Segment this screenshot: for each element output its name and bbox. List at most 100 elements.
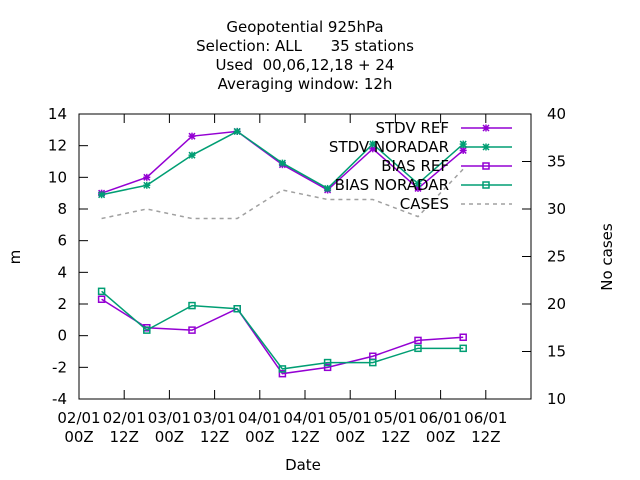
square-marker bbox=[459, 333, 467, 341]
marker-stroke bbox=[459, 146, 467, 154]
marker-stroke bbox=[369, 140, 377, 148]
chart-title: Geopotential 925hPa Selection: ALL 35 st… bbox=[196, 18, 414, 93]
legend-label: STDV REF bbox=[375, 119, 449, 137]
plot-frame bbox=[78, 113, 532, 400]
x-tick-label-hour: 12Z bbox=[381, 428, 410, 446]
legend-label: BIAS NORADAR bbox=[335, 176, 449, 194]
square-marker bbox=[188, 326, 196, 334]
series-bias-ref bbox=[97, 295, 467, 378]
star-marker bbox=[188, 132, 196, 140]
y-tick-label: -4 bbox=[52, 390, 67, 408]
square-marker bbox=[369, 358, 377, 367]
square-marker bbox=[97, 287, 106, 296]
y2-tick-label: 30 bbox=[547, 200, 566, 218]
legend-label: BIAS REF bbox=[381, 157, 449, 175]
star-marker bbox=[482, 143, 490, 151]
marker-stroke bbox=[482, 143, 490, 151]
series-line bbox=[101, 168, 464, 220]
y-tick-label: 0 bbox=[57, 327, 67, 345]
marker-stroke bbox=[143, 173, 151, 181]
x-tick-label-hour: 12Z bbox=[290, 428, 319, 446]
x-tick-label-date: 05/01 bbox=[329, 409, 372, 427]
legend-label: STDV NORADAR bbox=[329, 138, 449, 156]
series-layer bbox=[97, 127, 467, 378]
y-tick-label: 14 bbox=[48, 105, 67, 123]
x-tick-label-date: 04/01 bbox=[283, 409, 326, 427]
y-axis-label: m bbox=[6, 250, 24, 265]
star-marker bbox=[459, 146, 467, 154]
marker-stroke bbox=[98, 191, 106, 199]
title-line-3: Used 00,06,12,18 + 24 bbox=[216, 56, 395, 74]
x-tick-label-hour: 12Z bbox=[471, 428, 500, 446]
y-tick-label: 12 bbox=[48, 137, 67, 155]
title-line-1: Geopotential 925hPa bbox=[226, 18, 383, 36]
x-tick-label-date: 02/01 bbox=[103, 409, 146, 427]
x-tick-label-date: 03/01 bbox=[193, 409, 236, 427]
star-marker bbox=[143, 181, 151, 189]
square-marker bbox=[482, 181, 490, 189]
x-tick-label-hour: 00Z bbox=[64, 428, 93, 446]
marker-stroke bbox=[143, 181, 151, 189]
square-marker bbox=[143, 326, 151, 334]
square-marker bbox=[482, 162, 490, 170]
x-tick-label-hour: 00Z bbox=[336, 428, 365, 446]
y-tick-label: 2 bbox=[57, 295, 67, 313]
x-tick-label-date: 04/01 bbox=[238, 409, 281, 427]
x-tick-label-date: 02/01 bbox=[57, 409, 100, 427]
square-marker bbox=[414, 344, 422, 353]
square-marker bbox=[188, 301, 196, 310]
x-tick-label-hour: 12Z bbox=[110, 428, 139, 446]
square-marker bbox=[97, 295, 106, 303]
x-tick-label-hour: 12Z bbox=[200, 428, 229, 446]
series-stdv-noradar bbox=[98, 127, 467, 199]
y-tick-label: -2 bbox=[52, 358, 67, 376]
square-marker bbox=[278, 365, 287, 373]
y-tick-label: 6 bbox=[57, 232, 67, 250]
y2-tick-label: 15 bbox=[547, 343, 566, 361]
x-tick-label-date: 05/01 bbox=[374, 409, 417, 427]
title-line-2: Selection: ALL 35 stations bbox=[196, 37, 414, 55]
star-marker bbox=[143, 173, 151, 181]
title-line-4: Averaging window: 12h bbox=[218, 75, 393, 93]
marker-stroke bbox=[278, 159, 286, 167]
y-tick-label: 10 bbox=[48, 168, 67, 186]
star-marker bbox=[482, 124, 490, 132]
x-tick-label-date: 06/01 bbox=[464, 409, 507, 427]
x-axis-label: Date bbox=[285, 456, 321, 474]
star-marker bbox=[278, 159, 286, 167]
y-tick-label: 4 bbox=[57, 263, 67, 281]
star-marker bbox=[324, 184, 332, 192]
x-tick-label-date: 06/01 bbox=[419, 409, 462, 427]
marker-stroke bbox=[188, 151, 196, 159]
square-marker bbox=[414, 336, 422, 345]
star-marker bbox=[98, 191, 106, 199]
marker-stroke bbox=[482, 124, 490, 132]
y2-tick-label: 20 bbox=[547, 295, 566, 313]
y2-tick-label: 10 bbox=[547, 390, 566, 408]
y2-tick-label: 40 bbox=[547, 105, 566, 123]
axes: -4-2024681012141015202530354002/0100Z02/… bbox=[48, 105, 566, 446]
y2-axis-label: No cases bbox=[598, 223, 616, 291]
star-marker bbox=[233, 127, 241, 135]
marker-stroke bbox=[188, 132, 196, 140]
marker-stroke bbox=[324, 184, 332, 192]
series-line bbox=[101, 290, 464, 370]
square-marker bbox=[459, 344, 467, 353]
star-marker bbox=[188, 151, 196, 159]
x-tick-label-hour: 00Z bbox=[245, 428, 274, 446]
x-tick-label-hour: 00Z bbox=[426, 428, 455, 446]
square-marker bbox=[323, 358, 332, 367]
marker-stroke bbox=[414, 180, 422, 188]
series-line bbox=[101, 298, 464, 375]
series-cases bbox=[101, 168, 464, 220]
legend-label: CASES bbox=[400, 195, 449, 213]
y2-tick-label: 25 bbox=[547, 248, 566, 266]
x-tick-label-date: 03/01 bbox=[148, 409, 191, 427]
series-bias-noradar bbox=[97, 287, 467, 373]
star-marker bbox=[414, 180, 422, 188]
square-marker bbox=[323, 363, 332, 372]
marker-stroke bbox=[459, 140, 467, 148]
x-tick-label-hour: 00Z bbox=[155, 428, 184, 446]
